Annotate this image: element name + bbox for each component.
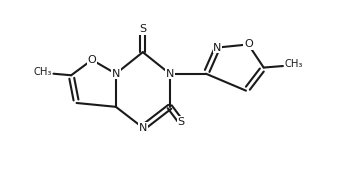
- Text: CH₃: CH₃: [285, 59, 303, 69]
- Text: N: N: [213, 43, 222, 53]
- Text: N: N: [166, 69, 174, 79]
- Text: N: N: [112, 69, 120, 79]
- Text: S: S: [139, 24, 146, 34]
- Text: O: O: [244, 40, 253, 49]
- Text: O: O: [87, 55, 96, 65]
- Text: S: S: [178, 117, 185, 127]
- Text: N: N: [138, 123, 147, 133]
- Text: CH₃: CH₃: [34, 67, 52, 77]
